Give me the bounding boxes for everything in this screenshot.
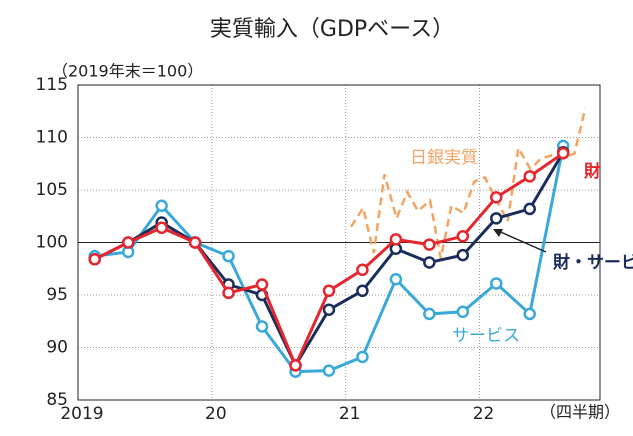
y-tick-label: 110	[36, 128, 68, 148]
data-point	[523, 202, 536, 216]
data-point	[188, 236, 202, 249]
y-tick-label: 105	[36, 180, 68, 200]
unit-label: （2019年末＝100）	[52, 62, 203, 81]
data-point	[255, 320, 269, 333]
x-tick-label: 22	[473, 404, 495, 424]
data-point	[356, 350, 369, 364]
data-point	[88, 253, 101, 266]
x-tick-label: 21	[339, 404, 361, 424]
x-axis-label: （四半期）	[540, 403, 620, 422]
legend-label: 財・サービス	[552, 252, 633, 273]
data-point	[121, 236, 135, 249]
data-point	[423, 238, 436, 251]
data-point	[523, 170, 536, 183]
data-point	[356, 284, 369, 298]
legend-label: 日銀実質	[410, 148, 478, 168]
chart-title: 実質輸入（GDPベース）	[210, 17, 454, 42]
data-point	[389, 233, 403, 246]
data-point	[222, 286, 235, 300]
data-point	[456, 305, 470, 319]
data-point	[490, 191, 503, 204]
data-point	[155, 221, 168, 235]
data-point	[322, 364, 336, 377]
data-point	[456, 229, 470, 243]
legend-label: サービス	[452, 326, 520, 346]
series-line	[349, 107, 587, 259]
data-point	[389, 273, 403, 286]
data-point	[423, 256, 436, 269]
legend-label: 財	[583, 161, 601, 182]
x-tick-label: 2019	[60, 404, 103, 424]
data-point	[423, 307, 436, 321]
data-point	[322, 303, 336, 316]
data-point	[556, 147, 570, 160]
y-tick-label: 115	[36, 75, 68, 95]
y-tick-label: 90	[46, 338, 68, 358]
x-tick-label: 20	[205, 404, 227, 424]
data-point	[356, 263, 369, 277]
data-point	[289, 359, 302, 372]
data-point	[523, 307, 536, 321]
data-point	[490, 277, 503, 290]
data-point	[255, 278, 269, 291]
data-point	[155, 199, 168, 212]
y-tick-label: 95	[46, 285, 68, 305]
data-point	[456, 248, 470, 262]
y-tick-label: 85	[46, 390, 68, 410]
data-point	[222, 249, 235, 263]
annotation-arrowhead	[493, 229, 503, 237]
annotation-arrow	[495, 229, 547, 253]
data-point	[322, 284, 336, 298]
data-point	[490, 212, 503, 225]
plot-frame	[77, 84, 601, 401]
y-tick-label: 100	[36, 233, 68, 253]
